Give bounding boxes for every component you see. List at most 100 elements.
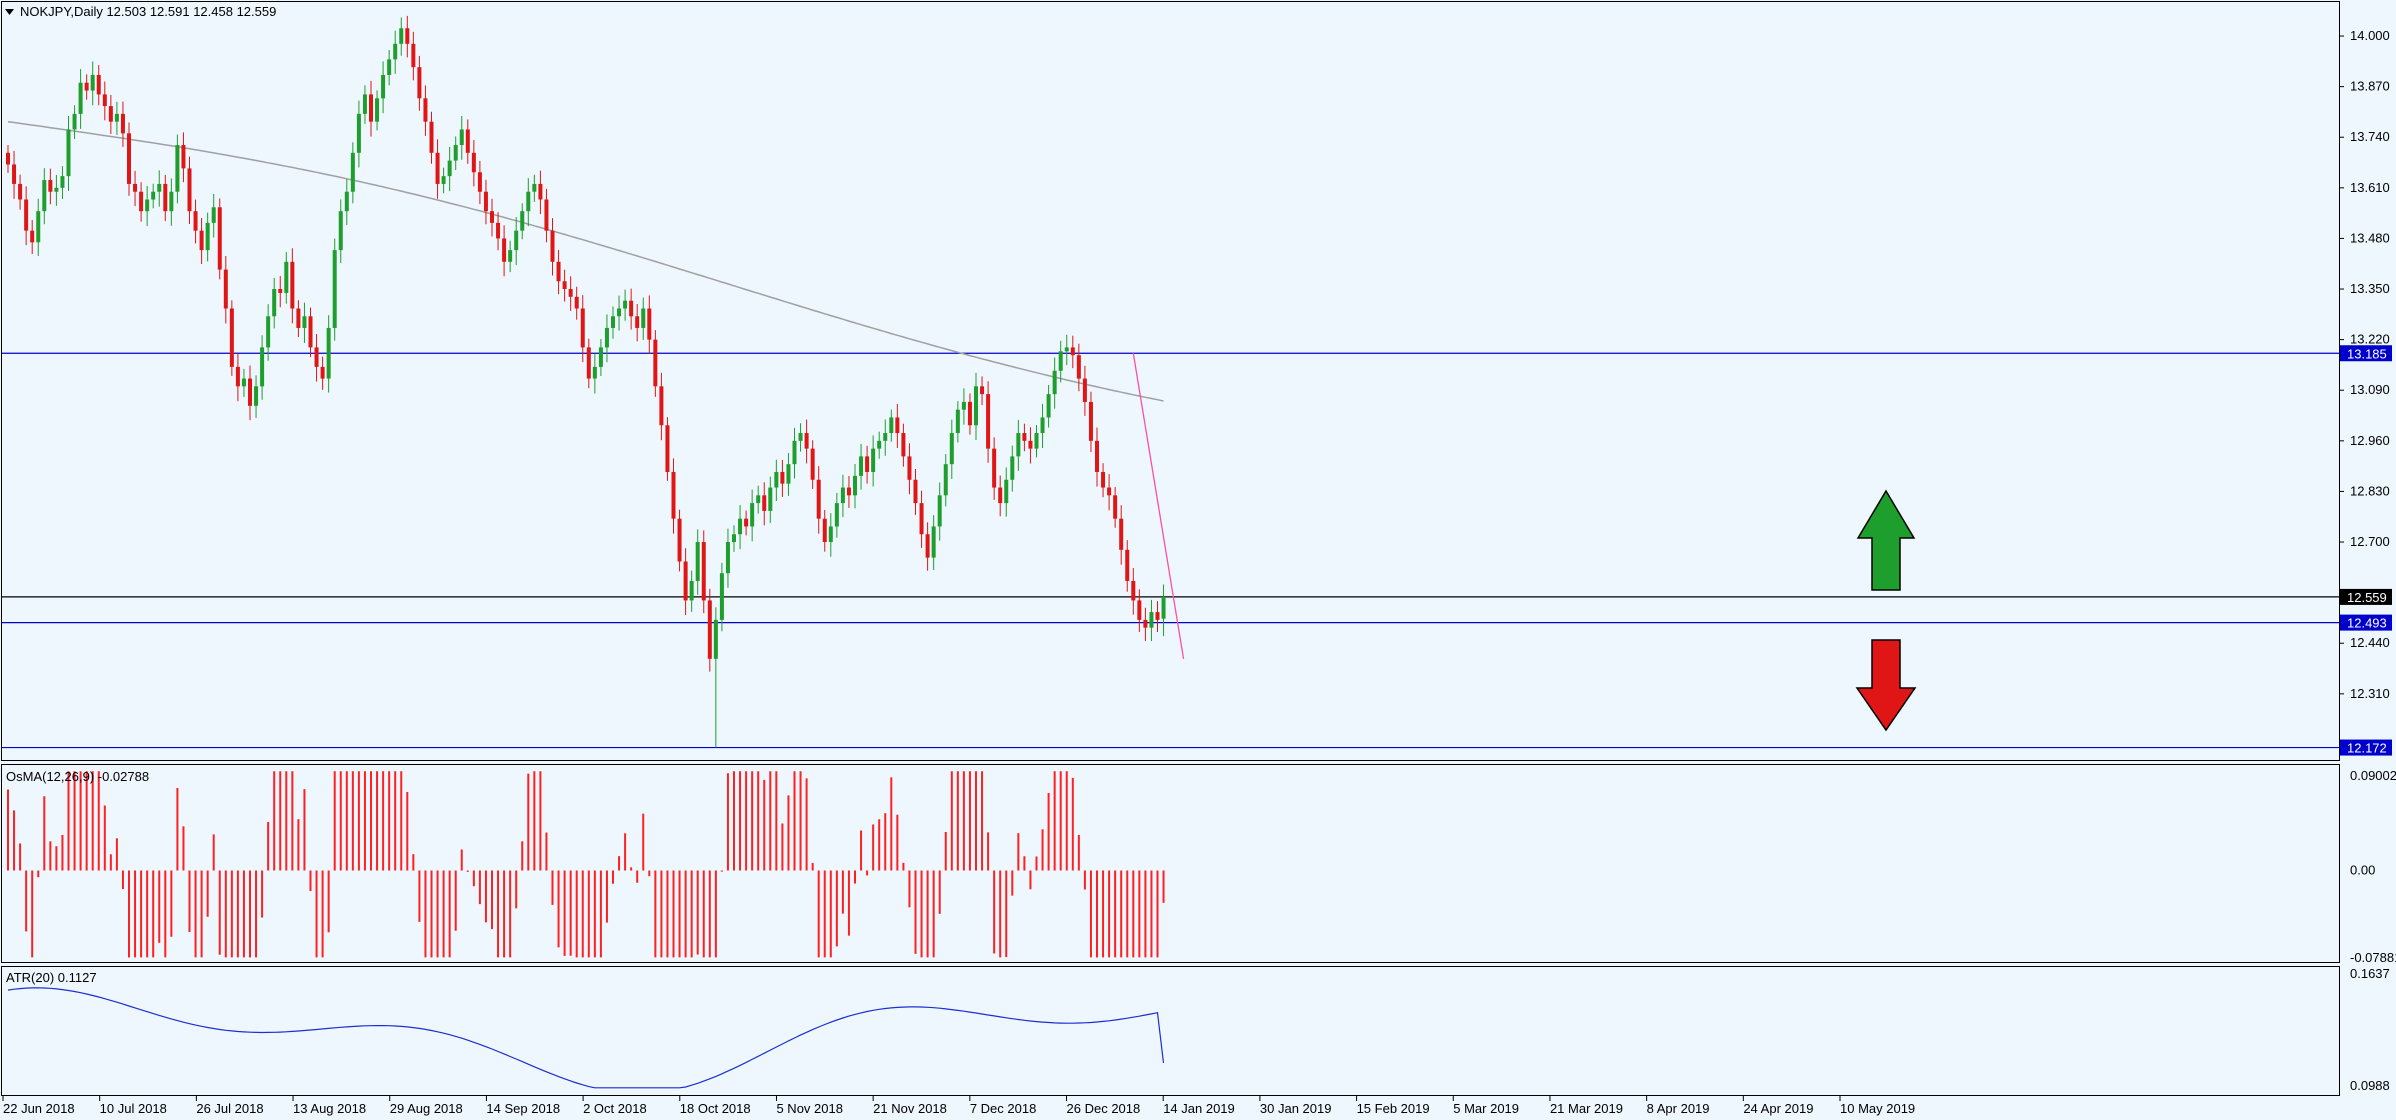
candle-body [1137,600,1142,620]
candle-body [980,386,985,395]
candle-body [272,289,277,317]
osma-tick-label: 0.09002 [2350,768,2396,783]
time-tick-label: 10 Jul 2018 [100,1101,167,1116]
candle-body [266,316,271,348]
candle-body [949,433,954,465]
candle-body [780,471,785,484]
candle-body [332,250,337,328]
candle-body [653,339,658,387]
candle-body [375,98,380,122]
candle-body [967,401,972,426]
candle-body [1058,351,1063,371]
candle-body [18,183,23,200]
time-tick-label: 18 Oct 2018 [680,1101,751,1116]
candle-body [30,230,35,243]
candle-body [689,580,694,601]
candle-body [453,145,458,161]
candle-body [145,199,150,212]
time-tick-label: 5 Nov 2018 [776,1101,843,1116]
candle-body [556,261,561,282]
osma-panel-frame[interactable] [1,764,2340,963]
candle-body [1040,417,1045,434]
candle-body [520,211,525,231]
candle-body [296,308,301,328]
time-tick-label: 14 Sep 2018 [486,1101,560,1116]
time-tick-label: 22 Jun 2018 [3,1101,75,1116]
time-tick-label: 24 Apr 2019 [1743,1101,1813,1116]
candle-body [308,316,313,348]
candle-body [290,261,295,309]
candle-body [792,440,797,465]
candle-body [1125,549,1130,581]
main-panel-frame[interactable] [1,1,2340,761]
candle-body [1064,347,1069,352]
candle-body [302,316,307,328]
candle-body [108,106,113,122]
candle-body [181,145,186,169]
atr-axis: 0.1637 0.0988 [2350,966,2390,1093]
candle-body [66,129,71,177]
candle-body [6,152,10,165]
price-tag [2340,588,2392,605]
candle-body [937,495,942,527]
candle-body [205,222,210,251]
time-tick-label: 14 Jan 2019 [1163,1101,1235,1116]
arrow-down-icon [1855,639,1917,732]
candle-body [1022,433,1027,441]
candle-body [756,495,761,504]
candle-body [1095,440,1099,472]
candle-body [278,289,283,293]
candle-body [72,113,77,130]
candle-body [592,366,597,379]
time-tick-label: 8 Apr 2019 [1647,1101,1710,1116]
candle-body [623,300,628,309]
triangle-down-icon[interactable] [5,9,14,15]
candle-body [1155,612,1160,620]
price-tags: 13.185 12.559 12.493 12.172 [2340,345,2392,756]
candle-body [1076,355,1081,379]
moving-average-layer [7,120,1164,402]
candle-body [241,378,246,387]
candle-body [562,281,567,290]
candle-body [48,180,53,192]
candle-body [647,308,652,340]
moving-average-line [7,120,1164,402]
candle-body [139,191,144,212]
candle-body [725,542,730,574]
candle-body [713,619,718,659]
candle-body [284,261,289,293]
atr-panel-header: ATR(20) 0.1127 [6,970,97,985]
candle-body [629,300,634,317]
atr-panel-frame[interactable] [1,966,2340,1096]
candle-body [834,503,839,527]
price-tick-label: 13.740 [2350,129,2390,144]
price-tick-label: 13.480 [2350,230,2390,245]
time-tick-label: 13 Aug 2018 [293,1101,366,1116]
candle-body [538,183,543,200]
candle-body [786,464,791,484]
time-tick-label: 10 May 2019 [1840,1101,1915,1116]
candle-body [768,487,773,511]
candle-body [477,172,482,192]
time-tick-label: 30 Jan 2019 [1260,1101,1332,1116]
time-tick-label: 5 Mar 2019 [1453,1101,1519,1116]
panel-frames [1,1,2340,1096]
candle-body [895,417,900,434]
price-tag [2340,614,2392,631]
candle-body [853,475,857,496]
candle-body [677,518,682,562]
candle-body [544,199,549,231]
candle-body [78,82,83,114]
descending-trendline[interactable] [1132,353,1185,659]
candle-body [417,67,422,99]
candle-body [320,366,325,379]
candles-layer [6,15,1166,748]
trendline-layer [1132,353,1185,659]
candle-body [586,347,591,379]
candle-body [42,180,47,212]
candle-body [211,207,216,223]
candle-body [405,28,410,44]
candle-body [235,366,240,387]
osma-histogram-layer [7,771,1165,958]
